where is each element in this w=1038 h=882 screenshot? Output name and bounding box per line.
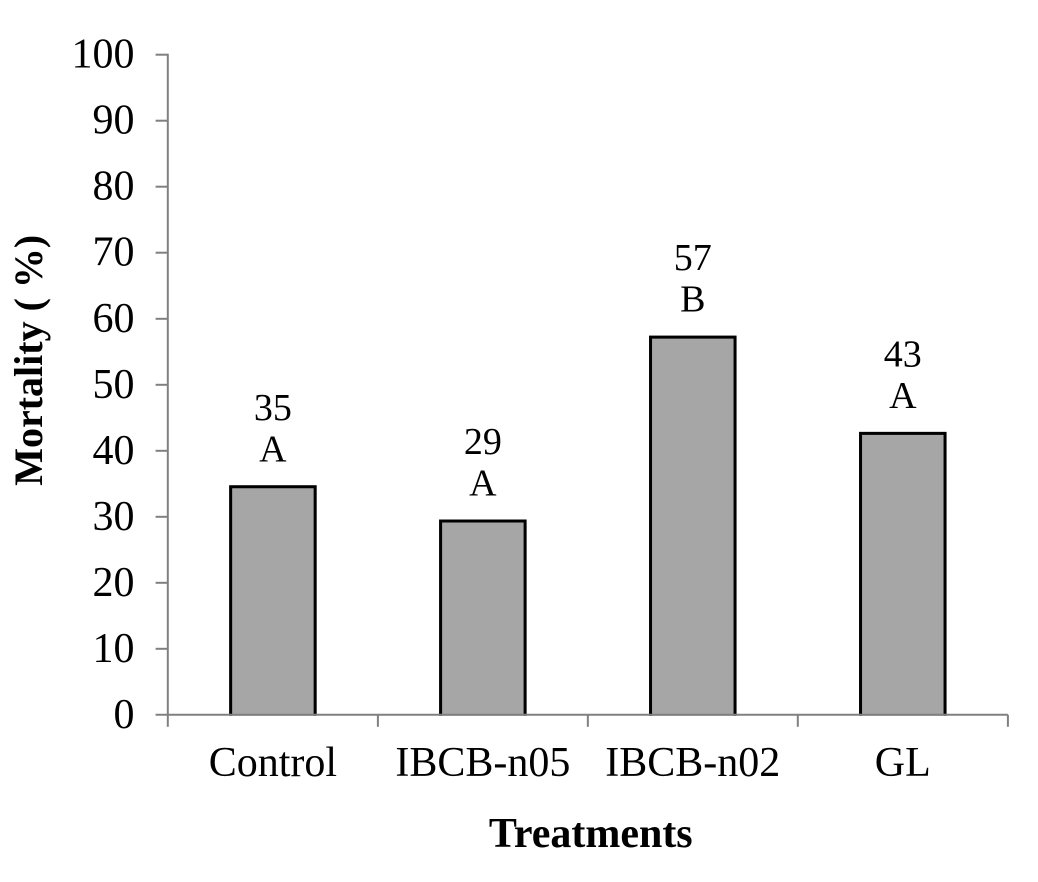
svg-text:GL: GL — [875, 740, 931, 786]
svg-text:60: 60 — [93, 296, 135, 342]
svg-text:20: 20 — [93, 560, 135, 606]
svg-text:Control: Control — [209, 740, 337, 786]
svg-text:57: 57 — [674, 237, 712, 279]
svg-text:35: 35 — [254, 387, 292, 429]
svg-text:Treatments: Treatments — [489, 811, 693, 857]
svg-text:50: 50 — [93, 362, 135, 408]
svg-text:A: A — [889, 375, 917, 417]
svg-text:43: 43 — [884, 333, 922, 375]
svg-text:IBCB-n05: IBCB-n05 — [395, 740, 570, 786]
svg-text:40: 40 — [93, 428, 135, 474]
svg-text:10: 10 — [93, 626, 135, 672]
svg-text:IBCB-n02: IBCB-n02 — [605, 740, 780, 786]
svg-text:A: A — [259, 428, 287, 470]
svg-text:Mortality ( %): Mortality ( %) — [6, 235, 51, 486]
svg-text:30: 30 — [93, 494, 135, 540]
svg-text:A: A — [469, 463, 497, 505]
svg-text:80: 80 — [93, 164, 135, 210]
svg-text:B: B — [680, 279, 705, 321]
svg-text:0: 0 — [114, 692, 135, 738]
svg-text:70: 70 — [93, 230, 135, 276]
svg-text:100: 100 — [72, 32, 135, 78]
svg-text:90: 90 — [93, 98, 135, 144]
svg-text:29: 29 — [464, 421, 502, 463]
